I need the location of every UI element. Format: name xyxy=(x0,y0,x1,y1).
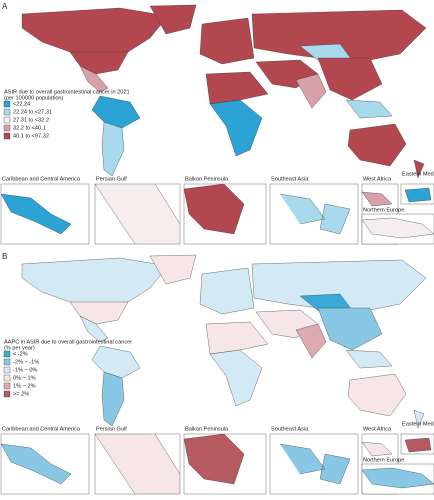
legend-label: 22.24 to <27.31 xyxy=(13,109,52,115)
inset-region xyxy=(404,437,432,453)
inset-label: Eastern Mediterranean xyxy=(402,421,434,427)
inset-map xyxy=(269,183,359,245)
country-region xyxy=(413,159,425,179)
legend-title: AAPC in ASIR due to overall gastrointest… xyxy=(4,339,132,345)
country-region xyxy=(295,323,327,359)
inset-region xyxy=(362,467,434,489)
legend-label: <22.24 xyxy=(13,101,30,107)
legend-swatch xyxy=(3,366,11,374)
legend-label: >= 2% xyxy=(13,391,29,397)
inset-map xyxy=(269,433,359,495)
inset-region xyxy=(1,443,72,485)
country-region xyxy=(21,257,169,309)
inset-label: Persian Gulf xyxy=(96,426,127,432)
country-region xyxy=(209,99,263,157)
country-region xyxy=(209,349,263,407)
inset-region xyxy=(184,434,245,485)
country-region xyxy=(199,17,255,65)
inset-map xyxy=(361,463,434,495)
legend-swatch xyxy=(3,358,11,366)
inset-region xyxy=(184,184,245,235)
inset-region xyxy=(362,217,434,239)
country-region xyxy=(205,321,269,355)
country-region xyxy=(317,307,383,351)
inset-region xyxy=(404,187,432,203)
inset-label: Caribbean and Central America xyxy=(2,426,81,432)
panel-label: A xyxy=(2,2,8,11)
map-panel: B AAPC in ASIR due to overall gastrointes… xyxy=(0,252,434,495)
inset-label: Southeast Asia xyxy=(271,426,309,432)
inset-label: Balkan Peninsula xyxy=(185,426,229,432)
inset-map xyxy=(183,183,267,245)
inset-label: Southeast Asia xyxy=(271,176,309,182)
inset-label: Balkan Peninsula xyxy=(185,176,229,182)
legend-label: 27.31 to <32.2 xyxy=(13,117,49,123)
legend-label: 32.2 to <40.1 xyxy=(13,125,46,131)
country-region xyxy=(101,121,125,177)
legend-swatch xyxy=(3,350,11,358)
legend-swatch xyxy=(3,100,11,108)
country-region xyxy=(205,71,269,105)
legend-swatch xyxy=(3,116,11,124)
country-region xyxy=(345,349,393,369)
legend-swatch xyxy=(3,132,11,140)
country-region xyxy=(295,73,327,109)
map-panel: A ASIR due to overall gastrointestinal ca… xyxy=(0,2,434,245)
inset-label: Persian Gulf xyxy=(96,176,127,182)
legend-label: -2% ~ -1% xyxy=(13,359,39,365)
legend-label: 40.1 to <97.32 xyxy=(13,133,49,139)
inset-region xyxy=(362,191,393,207)
inset-map xyxy=(183,433,267,495)
legend-swatch xyxy=(3,108,11,116)
country-region xyxy=(91,95,141,129)
country-region xyxy=(345,99,393,119)
inset-label: Eastern Mediterranean xyxy=(402,171,434,177)
country-region xyxy=(69,51,129,75)
country-region xyxy=(21,7,169,59)
inset-map xyxy=(0,183,90,245)
legend-swatch xyxy=(3,124,11,132)
inset-region xyxy=(95,434,180,494)
country-region xyxy=(91,345,141,379)
legend-title: (% per year) xyxy=(4,345,35,351)
inset-region xyxy=(1,193,72,235)
inset-label: Caribbean and Central America xyxy=(2,176,81,182)
inset-region xyxy=(95,184,180,244)
legend-title: ASIR due to overall gastrointestinal can… xyxy=(4,89,130,95)
panel-label: B xyxy=(2,252,7,261)
inset-map xyxy=(0,433,90,495)
inset-map xyxy=(94,183,181,245)
inset-label: Northern Europe xyxy=(363,207,404,213)
inset-map xyxy=(400,183,434,205)
country-region xyxy=(101,371,125,427)
country-region xyxy=(79,315,109,343)
inset-region xyxy=(362,441,393,457)
legend-swatch xyxy=(3,382,11,390)
legend-label: 1% ~ 2% xyxy=(13,383,36,389)
inset-region xyxy=(279,443,351,485)
inset-map xyxy=(361,213,434,245)
country-region xyxy=(317,57,383,101)
legend-swatch xyxy=(3,390,11,398)
country-region xyxy=(69,301,129,325)
country-region xyxy=(347,373,407,417)
inset-region xyxy=(279,193,351,235)
country-region xyxy=(199,267,255,315)
inset-map xyxy=(94,433,181,495)
country-region xyxy=(347,123,407,167)
inset-label: West Africa xyxy=(363,176,392,182)
country-region xyxy=(79,65,109,93)
legend-title: (per 100000 population) xyxy=(4,95,64,101)
legend-label: -1% ~ 0% xyxy=(13,367,37,373)
legend-swatch xyxy=(3,374,11,382)
country-region xyxy=(149,4,197,35)
country-region xyxy=(149,254,197,285)
legend-label: < -2% xyxy=(13,351,28,357)
inset-map xyxy=(400,433,434,455)
legend-label: 0% ~ 1% xyxy=(13,375,36,381)
inset-label: West Africa xyxy=(363,426,392,432)
country-region xyxy=(413,409,425,429)
inset-label: Northern Europe xyxy=(363,457,404,463)
